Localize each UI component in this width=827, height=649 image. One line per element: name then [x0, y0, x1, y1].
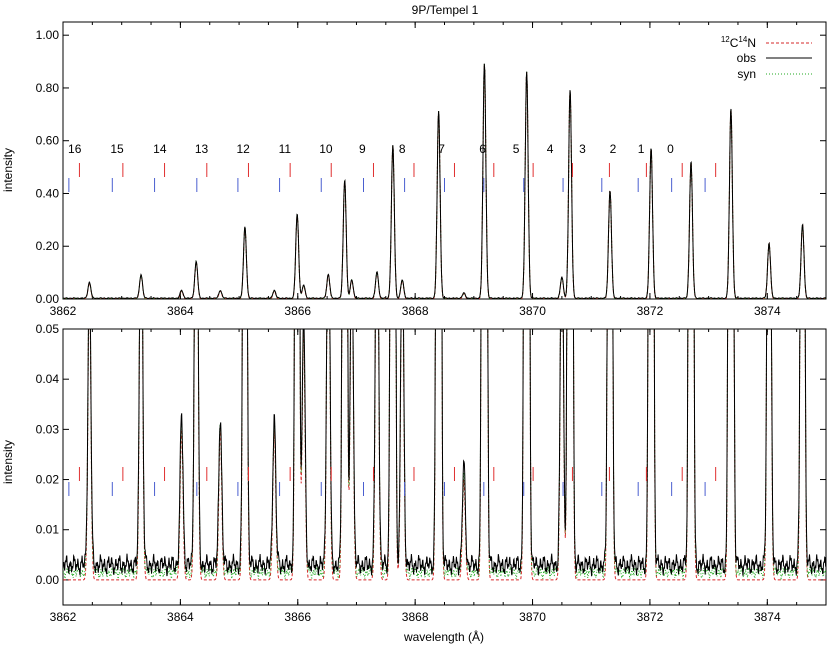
bottom-series-obs [63, 329, 826, 577]
line-number-label: 6 [479, 142, 486, 156]
line-number-label: 11 [279, 142, 292, 156]
bottom-y-tick-label: 0.01 [36, 523, 60, 537]
top-y-tick-label: 0.00 [36, 292, 60, 306]
top-x-tick-label: 3862 [50, 304, 77, 318]
top-y-axis-label: intensity [1, 148, 15, 192]
line-number-label: 1 [638, 142, 645, 156]
bottom-y-tick-label: 0.03 [36, 422, 60, 436]
bottom-y-tick-label: 0.02 [36, 473, 60, 487]
bottom-series-syn [63, 329, 826, 581]
bottom-panel: 3862 3864 3866 3868 3870 3872 3874 0.00 0.01 0.02… [36, 322, 827, 624]
line-number-label: 12 [237, 142, 251, 156]
line-number-label: 8 [399, 142, 406, 156]
line-number-label: 14 [153, 142, 167, 156]
bottom-x-tick-label: 3870 [519, 610, 546, 624]
bottom-y-axis-label: intensity [1, 440, 15, 484]
bottom-y-tick-label: 0.05 [36, 322, 60, 336]
top-x-tick-label: 3866 [284, 304, 311, 318]
top-y-tick-label: 0.60 [36, 134, 60, 148]
top-series-obs [63, 63, 826, 299]
top-x-tick-label: 3868 [402, 304, 429, 318]
line-number-label: 4 [547, 142, 554, 156]
top-plot-frame [62, 21, 827, 300]
top-x-tick-label: 3870 [519, 304, 546, 318]
line-number-label: 3 [579, 142, 586, 156]
top-y-tick-label: 1.00 [36, 28, 60, 42]
top-panel: 3862 3864 3866 3868 3870 3872 38740.000.200.40… [36, 21, 827, 318]
legend: 12C14N obs syn [721, 35, 812, 81]
bottom-y-tick-label: 0.04 [36, 372, 60, 386]
line-number-label: 0 [667, 142, 674, 156]
top-y-tick-label: 0.80 [36, 81, 60, 95]
bottom-x-tick-label: 3862 [50, 610, 77, 624]
top-y-tick-label: 0.20 [36, 239, 60, 253]
line-number-label: 5 [513, 142, 520, 156]
line-number-label: 16 [68, 142, 82, 156]
legend-label-obs: obs [737, 51, 756, 65]
line-number-label: 9 [359, 142, 366, 156]
line-number-label: 10 [319, 142, 333, 156]
x-axis-label: wavelength (Å) [403, 629, 484, 644]
line-number-label: 2 [610, 142, 617, 156]
bottom-y-tick-label: 0.00 [36, 573, 60, 587]
top-x-tick-label: 3864 [167, 304, 194, 318]
bottom-x-tick-label: 3866 [284, 610, 311, 624]
bottom-x-tick-label: 3874 [754, 610, 781, 624]
line-number-label: 15 [110, 142, 124, 156]
bottom-x-tick-label: 3872 [637, 610, 664, 624]
line-number-label: 7 [438, 142, 445, 156]
top-y-tick-label: 0.40 [36, 186, 60, 200]
legend-label-cn: 12C14N [721, 35, 756, 50]
bottom-series-12C14N [63, 329, 826, 581]
chart-title: 9P/Tempel 1 [412, 3, 479, 17]
top-x-tick-label: 3872 [637, 304, 664, 318]
top-x-tick-label: 3874 [754, 304, 781, 318]
line-number-label: 13 [195, 142, 209, 156]
bottom-x-tick-label: 3864 [167, 610, 194, 624]
bottom-x-tick-label: 3868 [402, 610, 429, 624]
legend-label-syn: syn [737, 67, 756, 81]
